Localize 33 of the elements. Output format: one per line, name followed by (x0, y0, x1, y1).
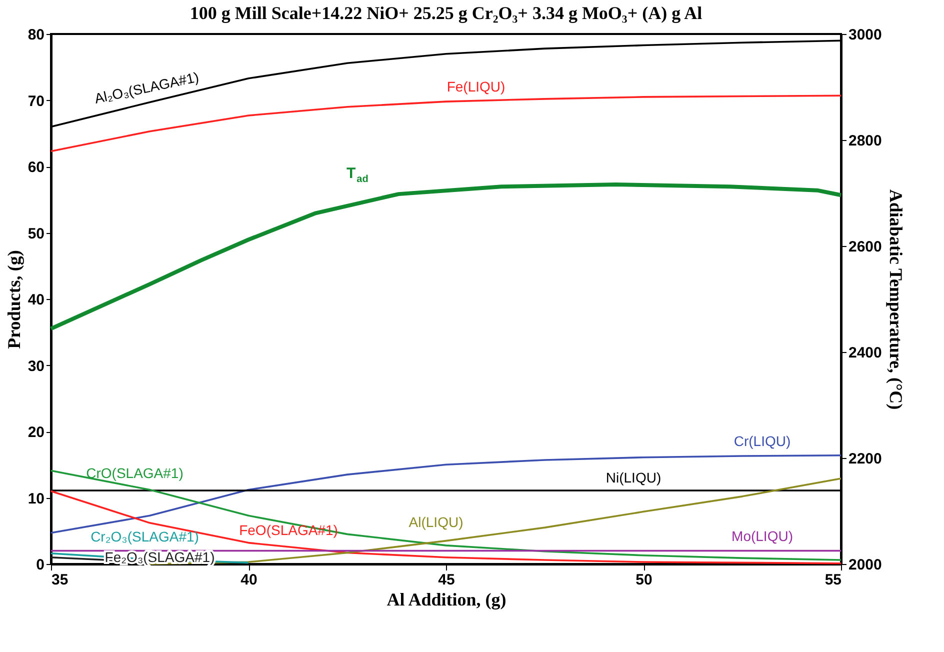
x-tick-label: 45 (438, 572, 455, 588)
y-axis-title: Products, (g) (4, 250, 24, 349)
series-label: Ni(LIQU) (606, 469, 662, 486)
y-tick-label: 40 (28, 292, 44, 308)
y-tick-label: 70 (28, 92, 44, 110)
series-label: Cr(LIQU) (734, 433, 791, 450)
y-tick-label: 80 (28, 26, 44, 44)
series-label: CrO(SLAGA#1) (86, 464, 184, 481)
y2-tick-label: 2000 (848, 556, 882, 574)
y-tick-label: 0 (36, 556, 44, 574)
y2-tick-label: 2600 (848, 238, 882, 256)
series-label: Cr₂O₃(SLAGA#1) (90, 528, 199, 544)
x-tick-label: 50 (636, 572, 652, 588)
y-tick-label: 50 (28, 225, 44, 242)
y2-tick-label: 3000 (848, 26, 882, 44)
x-tick-label: 35 (52, 572, 68, 588)
chart-title: 100 g Mill Scale+14.22 NiO+ 25.25 g Cr₂O₃+ 3.34 g MoO₃+ (A) g Al (190, 3, 702, 23)
series-label: FeO(SLAGA#1) (239, 522, 338, 538)
series-label: Mo(LIQU) (732, 528, 793, 544)
series-label: Fe(LIQU) (446, 78, 506, 95)
y2-tick-label: 2800 (848, 132, 882, 150)
y2-axis-title: Adiabatic Temperature, (°C) (886, 189, 906, 410)
x-tick-label: 55 (824, 572, 842, 588)
y-tick-label: 10 (28, 490, 44, 508)
y-tick-label: 30 (28, 358, 44, 375)
y2-tick-label: 2200 (848, 450, 882, 468)
y-tick-label: 60 (28, 159, 44, 176)
y-tick-label: 20 (28, 424, 44, 441)
y2-tick-label: 2400 (848, 344, 882, 362)
x-axis-title: Al Addition, (g) (386, 590, 506, 610)
series-label: Al(LIQU) (408, 514, 464, 530)
x-tick-label: 40 (240, 572, 258, 588)
line-series (49, 182, 843, 331)
